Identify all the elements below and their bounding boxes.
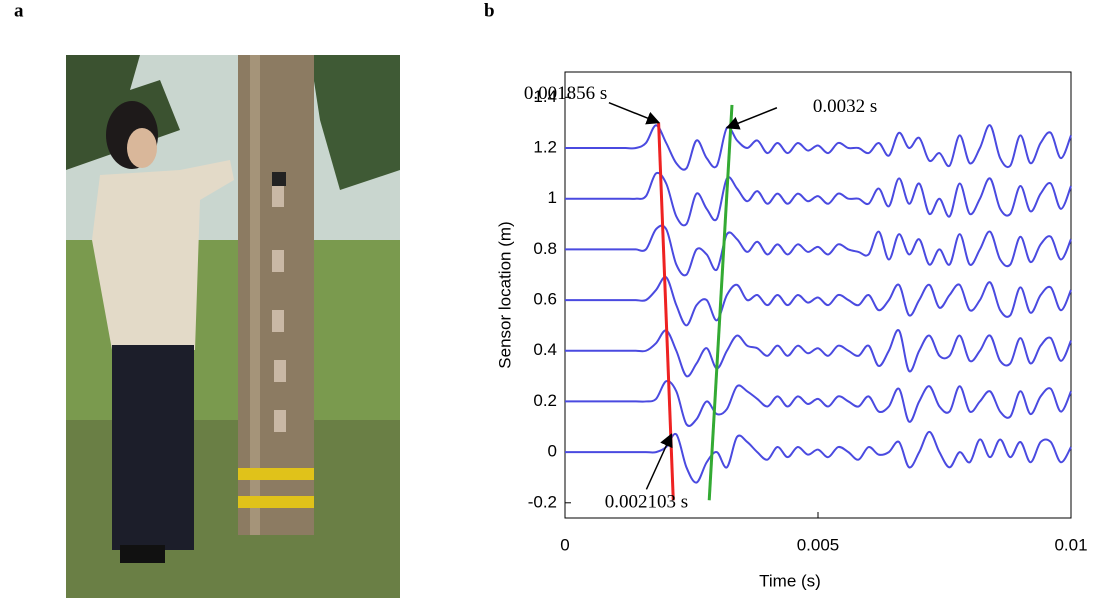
photo — [66, 55, 400, 598]
x-tick-label: 0 — [560, 535, 569, 554]
annotation-arrow — [608, 101, 661, 125]
waveform — [565, 275, 1072, 327]
y-tick-label: 0.6 — [533, 290, 557, 309]
annotation-label: 0.001856 s — [524, 83, 607, 104]
annotation-arrow — [725, 107, 778, 130]
y-tick-label: 0.2 — [533, 391, 557, 410]
waveform — [564, 329, 1072, 378]
waveform — [564, 379, 1072, 427]
panel-label: a — [14, 0, 24, 21]
y-tick-label: -0.2 — [528, 492, 557, 511]
x-tick-label: 0.01 — [1054, 535, 1087, 554]
panel-label: b — [484, 0, 495, 21]
annotation-arrow — [645, 433, 673, 490]
y-axis-label: Sensor location (m) — [495, 221, 514, 368]
waveform — [564, 124, 1072, 171]
arrival-line — [707, 104, 734, 501]
y-tick-label: 0.8 — [533, 239, 557, 258]
annotation-label: 0.0032 s — [813, 96, 877, 117]
y-tick-label: 0 — [548, 442, 557, 461]
x-axis-label: Time (s) — [759, 571, 821, 590]
x-tick-label: 0.005 — [797, 535, 840, 554]
arrival-line — [657, 122, 675, 501]
y-tick-label: 0.4 — [533, 340, 557, 359]
y-tick-label: 1 — [548, 188, 557, 207]
y-tick-label: 1.2 — [533, 138, 557, 157]
waveform — [565, 430, 1072, 484]
annotation-label: 0.002103 s — [605, 492, 688, 513]
waveform — [565, 224, 1072, 277]
y-tick-label: 1.4 — [533, 87, 557, 106]
waveform — [564, 171, 1072, 227]
